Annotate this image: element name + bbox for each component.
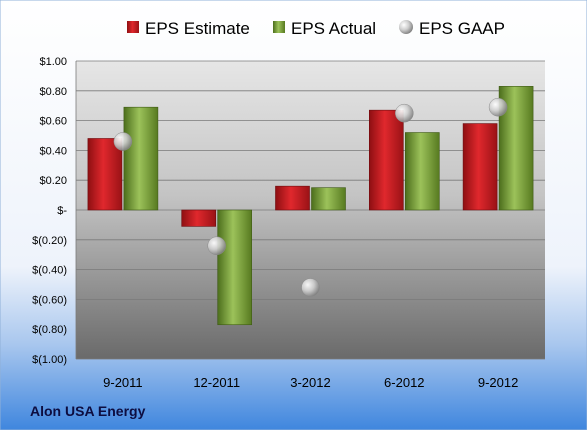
legend-swatch-estimate <box>127 21 139 33</box>
legend-item-estimate: EPS Estimate <box>127 19 250 38</box>
y-tick-label: $(0.20) <box>32 235 67 247</box>
bar-eps-actual <box>404 132 440 211</box>
legend-label-estimate: EPS Estimate <box>145 19 250 38</box>
bar-eps-estimate <box>275 185 310 211</box>
bar-eps-estimate <box>462 123 498 211</box>
bar-eps-estimate <box>87 138 123 211</box>
marker-eps-gaap <box>113 132 133 151</box>
y-tick-label: $(0.80) <box>32 324 67 336</box>
x-category-label: 12-2011 <box>193 375 240 390</box>
y-tick-label: $0.60 <box>39 116 67 128</box>
legend: EPS Estimate EPS Actual EPS GAAP <box>127 19 505 38</box>
legend-item-actual: EPS Actual <box>273 19 376 38</box>
x-axis-labels: 9-2011 12-2011 3-2012 6-2012 9-2012 <box>103 375 518 390</box>
bar-eps-actual <box>311 187 346 211</box>
y-tick-label: $1.00 <box>39 56 67 68</box>
bar-eps-estimate <box>181 209 216 227</box>
bar-eps-estimate <box>368 109 404 211</box>
y-tick-label: $0.80 <box>39 86 67 98</box>
bar-eps-actual <box>217 209 252 326</box>
y-tick-label: $- <box>57 205 67 217</box>
marker-eps-gaap <box>395 103 414 123</box>
company-name: Alon USA Energy <box>30 403 146 419</box>
marker-eps-gaap <box>301 278 320 297</box>
legend-swatch-actual <box>273 21 285 33</box>
y-tick-label: $(0.60) <box>32 294 67 306</box>
x-category-label: 6-2012 <box>384 375 424 390</box>
legend-label-gaap: EPS GAAP <box>419 19 505 38</box>
x-category-label: 9-2012 <box>478 375 518 390</box>
gaap-markers <box>113 97 508 297</box>
x-category-label: 9-2011 <box>103 375 143 390</box>
marker-eps-gaap <box>207 236 226 256</box>
legend-marker-gaap <box>399 20 413 34</box>
x-category-label: 3-2012 <box>290 375 330 390</box>
bar-eps-actual <box>123 106 159 211</box>
y-tick-label: $0.20 <box>39 175 67 187</box>
y-tick-label: $(1.00) <box>32 354 67 366</box>
y-axis-ticks: $1.00 $0.80 $0.60 $0.40 $0.20 $- $(0.20) $(0.40… <box>32 56 67 366</box>
legend-label-actual: EPS Actual <box>291 19 376 38</box>
legend-item-gaap: EPS GAAP <box>399 19 505 38</box>
marker-eps-gaap <box>488 97 508 117</box>
y-tick-label: $0.40 <box>39 145 67 157</box>
y-tick-label: $(0.40) <box>32 265 67 277</box>
